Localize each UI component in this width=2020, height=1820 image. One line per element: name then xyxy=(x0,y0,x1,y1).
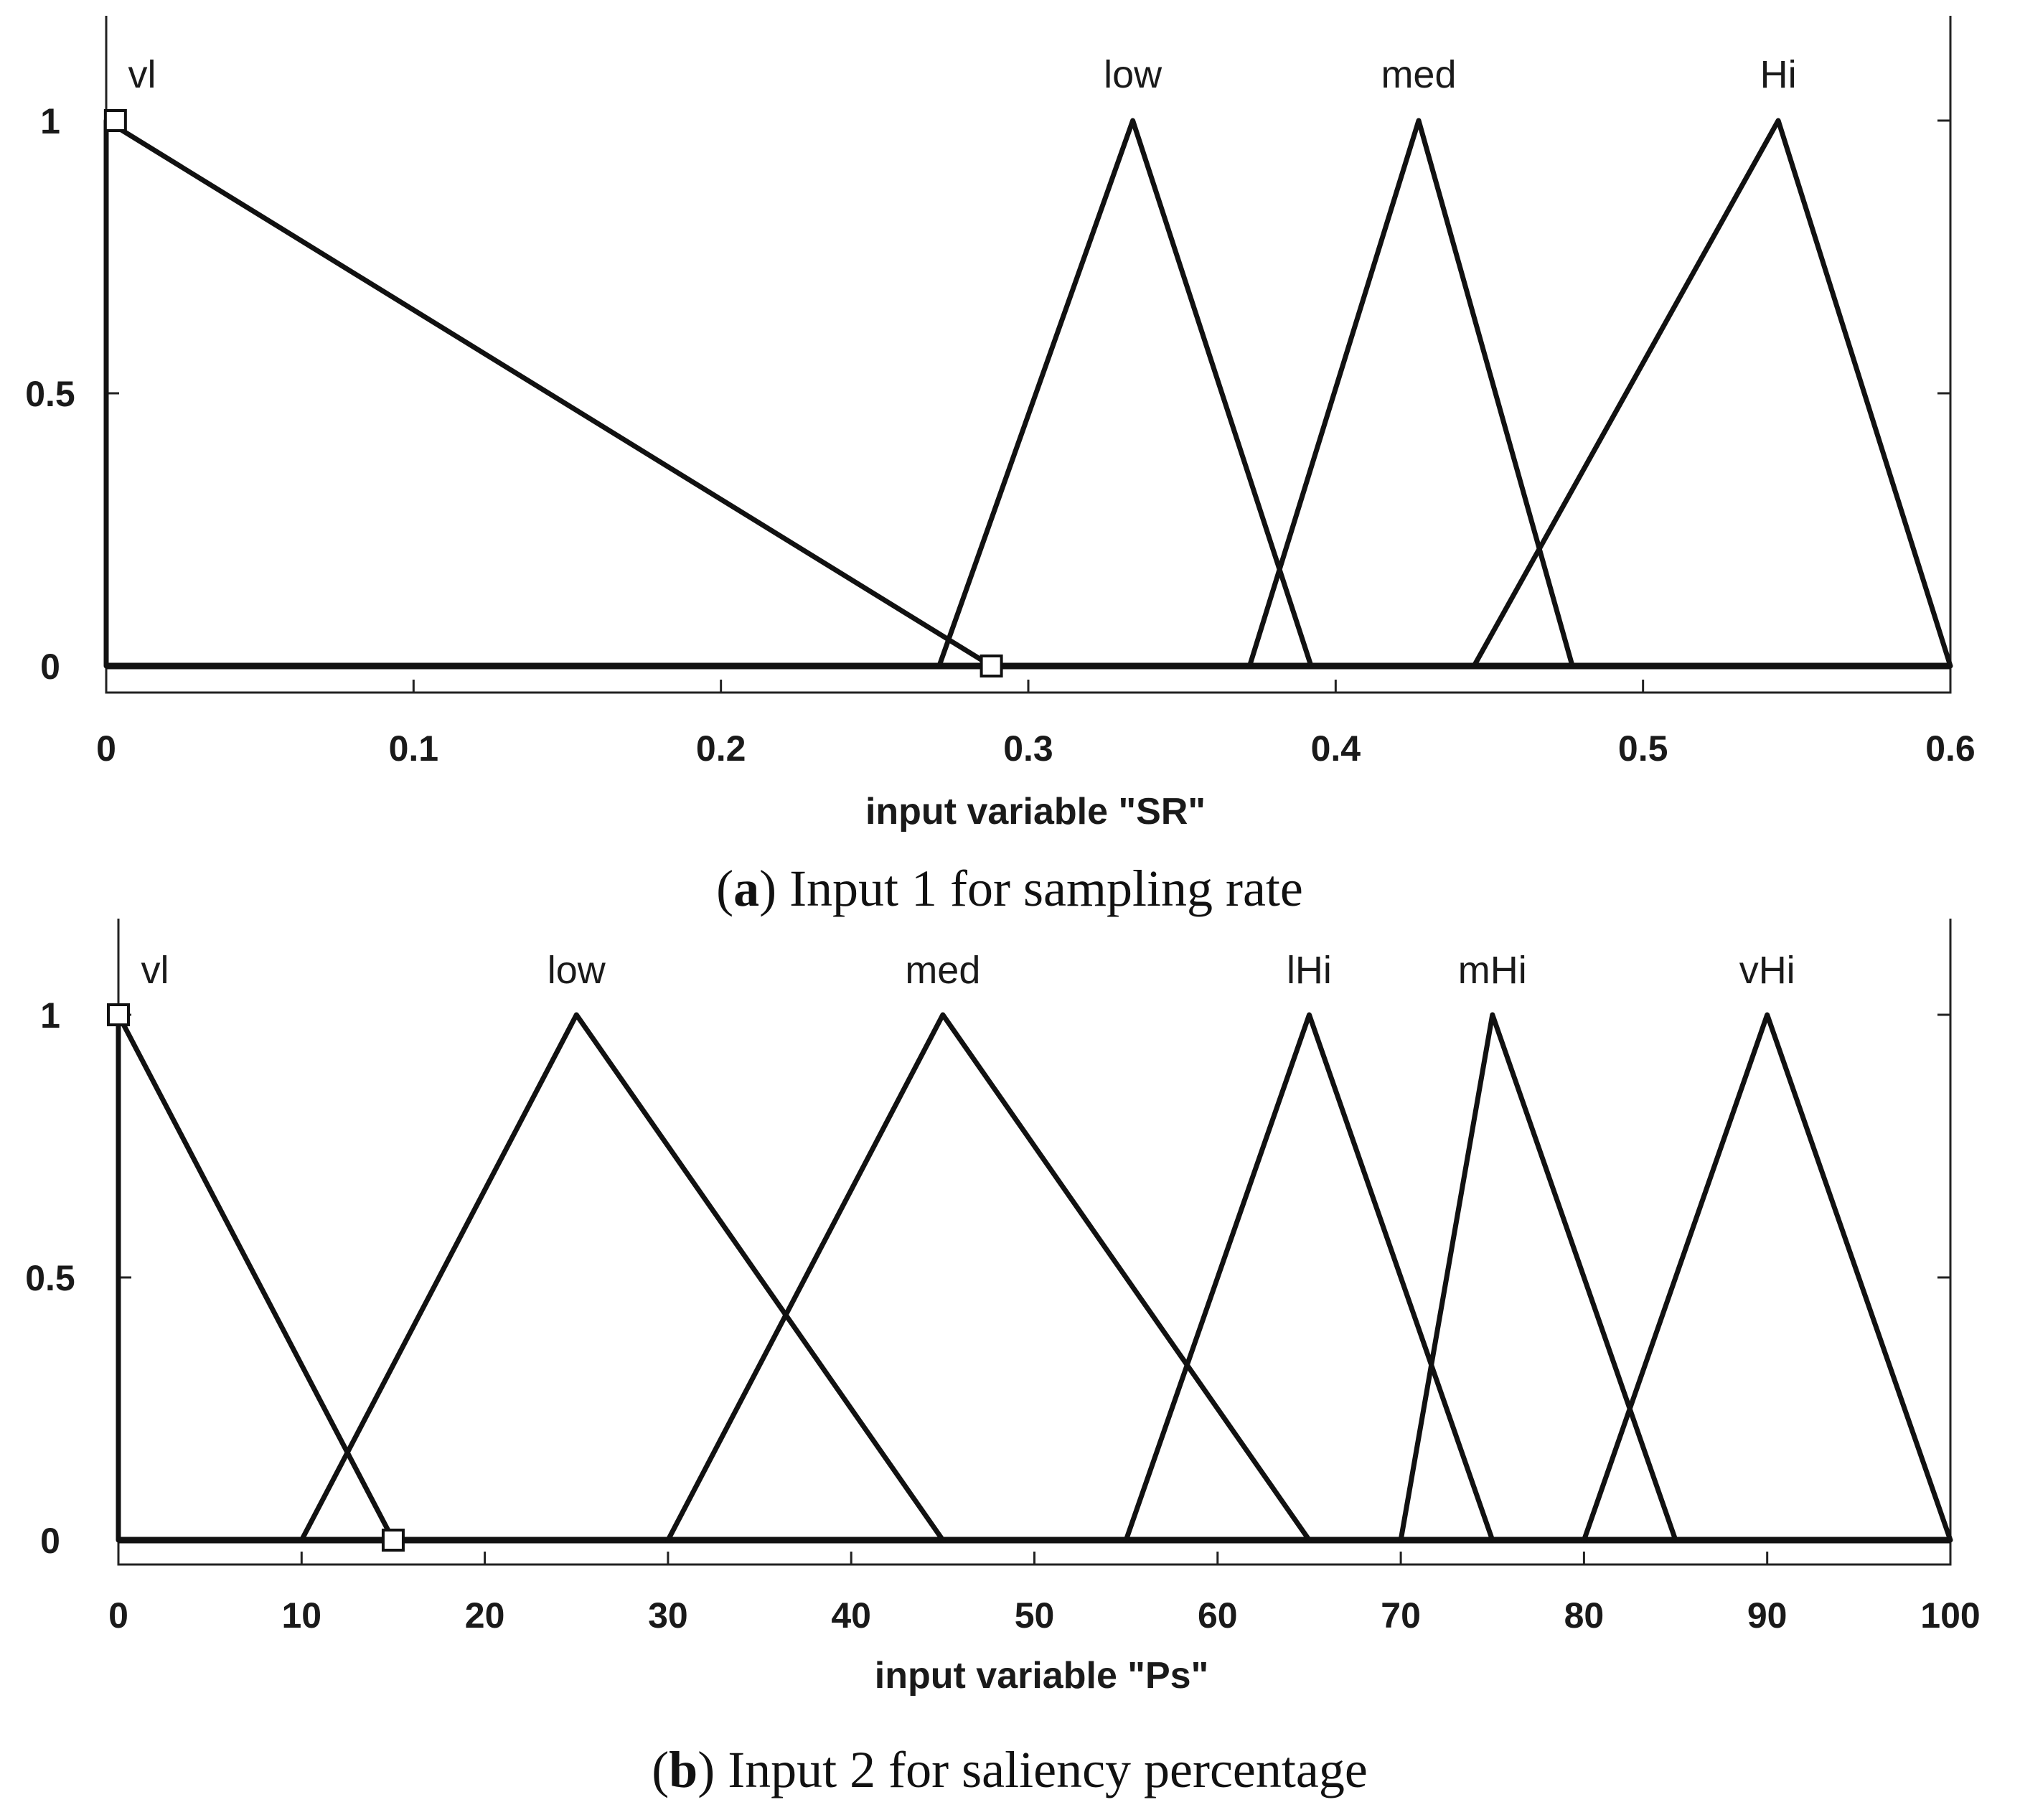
panel-b-x-tick-label: 100 xyxy=(1920,1595,1980,1636)
panel-a-x-tick-label: 0.1 xyxy=(389,728,439,769)
caption-text: ) Input 2 for saliency percentage xyxy=(697,1741,1368,1798)
panel-a-y-tick-label: 0 xyxy=(40,647,60,687)
panel-a-x-axis-label: input variable "SR" xyxy=(865,791,1206,832)
panel-b-mf-vHi xyxy=(1581,1012,1953,1543)
panel-b-y-tick-label: 1 xyxy=(40,995,60,1036)
panel-b-mf-vl xyxy=(116,1012,396,1543)
panel-b-x-axis-label: input variable "Ps" xyxy=(875,1655,1208,1697)
panel-a-label-med: med xyxy=(1381,53,1456,96)
panel-b-label-vl: vl xyxy=(141,949,169,992)
panel-a-mf-vl-marker[interactable] xyxy=(980,655,1003,677)
panel-a-x-tick-label: 0.4 xyxy=(1311,728,1361,769)
caption-letter: a xyxy=(733,860,759,917)
panel-b-caption: (b) Input 2 for saliency percentage xyxy=(652,1741,1368,1798)
panel-b-x-tick-label: 90 xyxy=(1747,1595,1788,1636)
panel-b-mf-vl-marker[interactable] xyxy=(381,1529,405,1552)
panel-b-y-tick-label: 0 xyxy=(40,1521,60,1561)
panel-b-x-tick-label: 40 xyxy=(831,1595,871,1636)
panel-b-x-tick-label: 10 xyxy=(281,1595,321,1636)
panel-a-x-tick-label: 0.6 xyxy=(1925,728,1976,769)
panel-b-label-lHi: lHi xyxy=(1287,949,1332,992)
panel-b-x-tick-label: 80 xyxy=(1564,1595,1605,1636)
panel-a-mf-med xyxy=(1246,118,1575,669)
panel-a-axis-frame xyxy=(105,16,1952,694)
panel-a-mf-Hi xyxy=(1471,118,1953,669)
caption-letter: b xyxy=(669,1741,697,1798)
panel-b-x-tick-label: 30 xyxy=(648,1595,688,1636)
panel-b-label-low: low xyxy=(548,949,606,992)
panel-b-label-vHi: vHi xyxy=(1739,949,1795,992)
panel-a-x-tick-label: 0 xyxy=(96,728,116,769)
panel-a-label-Hi: Hi xyxy=(1760,53,1797,96)
panel-a-mf-low xyxy=(936,118,1314,669)
panel-b-mf-low xyxy=(299,1012,946,1543)
panel-a-x-tick-label: 0.5 xyxy=(1618,728,1668,769)
panel-b-x-tick-label: 60 xyxy=(1198,1595,1238,1636)
panel-b-x-tick-label: 50 xyxy=(1015,1595,1055,1636)
panel-a-mf-vl xyxy=(103,118,995,669)
panel-b: 0 10 20 30 40 50 60 70 80 90 100 0 0.5 1 vl low med lHi mH… xyxy=(25,919,1981,1798)
caption-text: ) Input 1 for sampling rate xyxy=(759,860,1303,917)
panel-b-y-tick-label: 0.5 xyxy=(25,1258,75,1298)
panel-b-label-mHi: mHi xyxy=(1458,949,1527,992)
panel-a-label-vl: vl xyxy=(128,53,156,96)
panel-b-x-tick-label: 0 xyxy=(108,1595,128,1636)
panel-a-x-tick-label: 0.2 xyxy=(696,728,746,769)
caption-open-paren: ( xyxy=(652,1741,669,1798)
panel-b-x-tick-label: 70 xyxy=(1381,1595,1421,1636)
panel-a-caption: (a) Input 1 for sampling rate xyxy=(716,860,1303,917)
panel-b-axis-frame xyxy=(117,919,1952,1566)
panel-a-y-tick-label: 1 xyxy=(40,101,60,141)
panel-b-x-tick-label: 20 xyxy=(465,1595,505,1636)
panel-b-mf-lHi xyxy=(1123,1012,1495,1543)
panel-b-label-med: med xyxy=(905,949,980,992)
panel-b-mf-mHi xyxy=(1398,1012,1678,1543)
panel-a-label-low: low xyxy=(1104,53,1162,96)
panel-a: 0 0.1 0.2 0.3 0.4 0.5 0.6 0 0.5 1 vl low med Hi input … xyxy=(25,16,1976,917)
panel-a-x-tick-label: 0.3 xyxy=(1003,728,1053,769)
caption-open-paren: ( xyxy=(716,860,733,917)
panel-a-y-tick-label: 0.5 xyxy=(25,374,75,414)
panel-b-mf-med xyxy=(665,1012,1312,1543)
panel-a-mf-vl-marker[interactable] xyxy=(103,109,127,132)
panel-b-mf-vl-marker[interactable] xyxy=(107,1003,130,1026)
